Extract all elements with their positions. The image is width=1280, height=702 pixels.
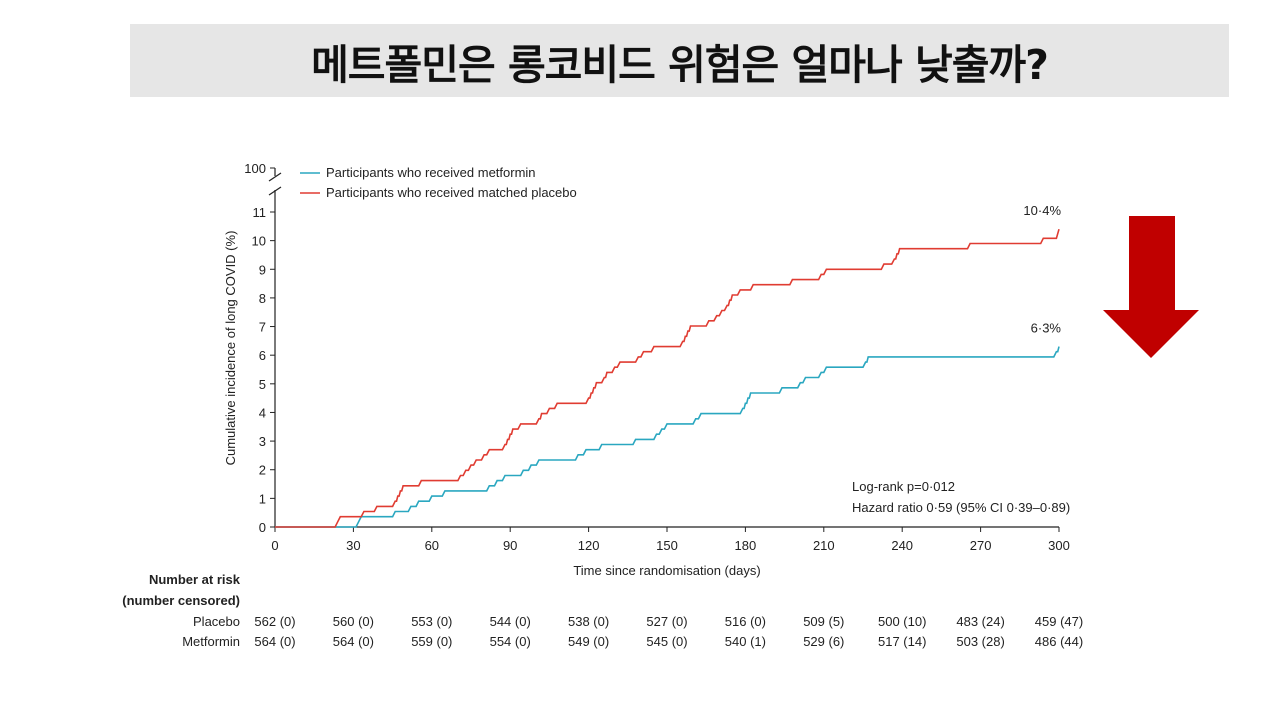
y-tick-label: 4 xyxy=(259,405,266,420)
risk-table-cell: 516 (0) xyxy=(725,614,766,629)
y-tick-label: 6 xyxy=(259,348,266,363)
risk-table-cell: 503 (28) xyxy=(956,634,1004,649)
x-tick-label: 30 xyxy=(346,538,360,553)
down-arrow-icon xyxy=(1103,216,1199,358)
risk-table-cell: 559 (0) xyxy=(411,634,452,649)
y-tick-label: 7 xyxy=(259,320,266,335)
x-tick-label: 60 xyxy=(425,538,439,553)
y-tick-label: 1 xyxy=(259,491,266,506)
x-tick-label: 0 xyxy=(271,538,278,553)
y-tick-label: 100 xyxy=(244,161,266,176)
risk-table-cell: 564 (0) xyxy=(333,634,374,649)
x-tick-label: 180 xyxy=(735,538,757,553)
x-tick-label: 90 xyxy=(503,538,517,553)
risk-table-cell: 527 (0) xyxy=(646,614,687,629)
series-line-placebo xyxy=(275,228,1060,528)
risk-table-cell: 509 (5) xyxy=(803,614,844,629)
risk-table-cell: 540 (1) xyxy=(725,634,766,649)
risk-table-cell: 560 (0) xyxy=(333,614,374,629)
y-tick-label: 3 xyxy=(259,434,266,449)
page-title: 메트폴민은 롱코비드 위험은 얼마나 낮출까? xyxy=(311,40,1049,89)
title-banner: 메트폴민은 롱코비드 위험은 얼마나 낮출까? xyxy=(130,24,1229,97)
risk-table-cell: 549 (0) xyxy=(568,634,609,649)
series-end-label: 10·4% xyxy=(1023,203,1061,218)
x-tick-label: 210 xyxy=(813,538,835,553)
legend-label: Participants who received matched placeb… xyxy=(326,185,577,200)
x-tick-label: 240 xyxy=(891,538,913,553)
risk-table-row-label: Metformin xyxy=(182,634,240,649)
y-axis-label: Cumulative incidence of long COVID (%) xyxy=(223,231,238,466)
risk-table-cell: 459 (47) xyxy=(1035,614,1083,629)
y-tick-label: 10 xyxy=(252,234,266,249)
risk-table-cell: 545 (0) xyxy=(646,634,687,649)
risk-table-header: Number at risk xyxy=(149,572,241,587)
series-end-label: 6·3% xyxy=(1031,321,1062,336)
y-tick-label: 2 xyxy=(259,463,266,478)
series-line-metformin xyxy=(275,346,1060,528)
y-tick-label: 0 xyxy=(259,520,266,535)
risk-table-cell: 562 (0) xyxy=(254,614,295,629)
risk-table-cell: 538 (0) xyxy=(568,614,609,629)
x-axis-label: Time since randomisation (days) xyxy=(573,563,760,578)
risk-table-row-label: Placebo xyxy=(193,614,240,629)
risk-table-cell: 553 (0) xyxy=(411,614,452,629)
y-tick-label: 8 xyxy=(259,291,266,306)
risk-table-cell: 483 (24) xyxy=(956,614,1004,629)
risk-table-cell: 486 (44) xyxy=(1035,634,1083,649)
axis-break-mark xyxy=(268,186,282,196)
x-tick-label: 270 xyxy=(970,538,992,553)
risk-table-header: (number censored) xyxy=(122,593,240,608)
stats-annotation: Log-rank p=0·012 xyxy=(852,479,955,494)
down-arrow-shape xyxy=(1103,216,1199,358)
risk-table-cell: 517 (14) xyxy=(878,634,926,649)
x-tick-label: 150 xyxy=(656,538,678,553)
risk-table-cell: 500 (10) xyxy=(878,614,926,629)
x-tick-label: 120 xyxy=(578,538,600,553)
y-tick-label: 9 xyxy=(259,262,266,277)
x-tick-label: 300 xyxy=(1048,538,1070,553)
y-tick-label: 5 xyxy=(259,377,266,392)
risk-table-cell: 564 (0) xyxy=(254,634,295,649)
risk-table-cell: 544 (0) xyxy=(490,614,531,629)
y-tick-label: 11 xyxy=(253,205,267,220)
risk-table-cell: 554 (0) xyxy=(490,634,531,649)
stats-annotation: Hazard ratio 0·59 (95% CI 0·39–0·89) xyxy=(852,500,1070,515)
axis-break-mark xyxy=(268,172,282,182)
risk-table-cell: 529 (6) xyxy=(803,634,844,649)
legend-label: Participants who received metformin xyxy=(326,165,536,180)
